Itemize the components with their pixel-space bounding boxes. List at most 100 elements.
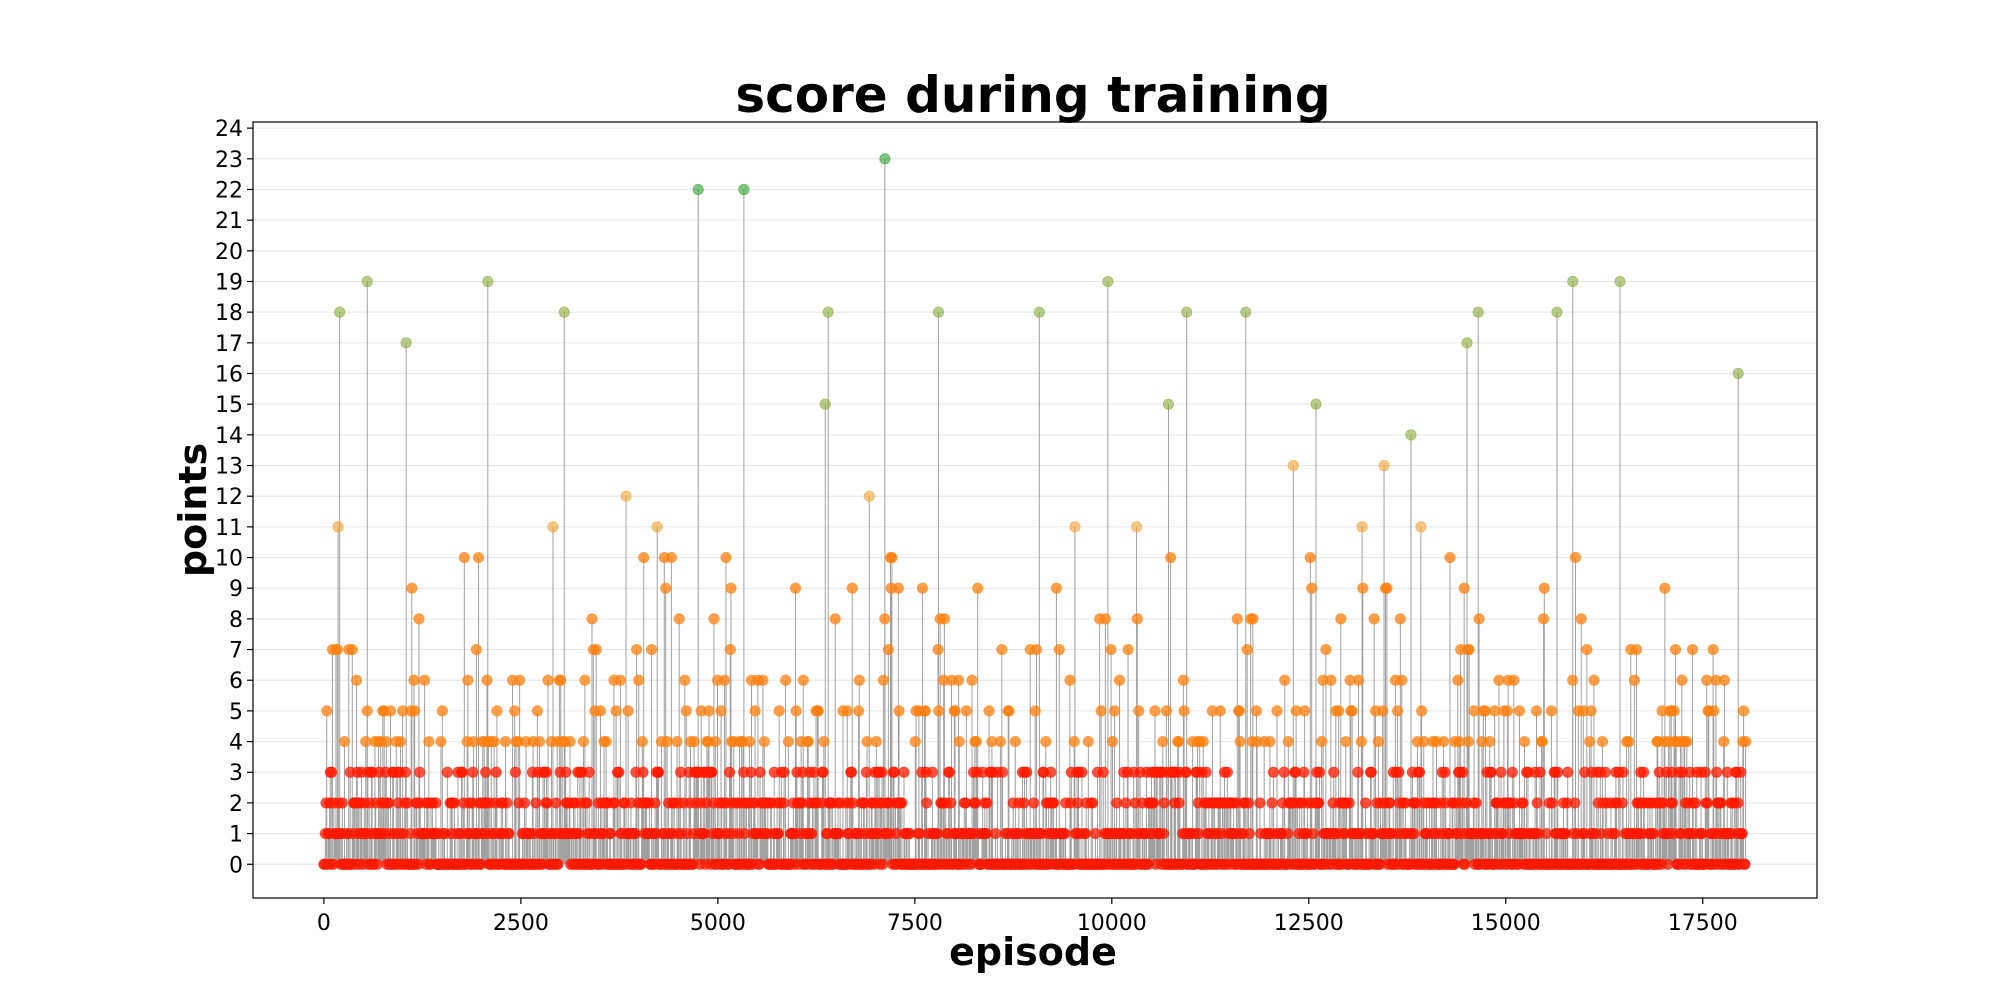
score-point [680, 705, 692, 717]
score-point [949, 705, 961, 717]
score-point [1069, 521, 1081, 533]
score-point [994, 735, 1007, 748]
score-point [896, 797, 908, 809]
score-point [1079, 827, 1092, 840]
score-point [467, 766, 479, 778]
score-point [555, 674, 567, 686]
score-point [981, 797, 993, 809]
score-point [631, 643, 643, 656]
score-point [1562, 766, 1574, 778]
score-point [1588, 674, 1600, 686]
score-point [414, 766, 426, 778]
score-point [845, 766, 858, 778]
score-point [892, 582, 904, 594]
score-point [812, 705, 824, 717]
score-point [1546, 797, 1558, 809]
score-point [1157, 827, 1170, 840]
score-point [1243, 827, 1255, 840]
score-point [1689, 797, 1701, 809]
score-point [1384, 797, 1396, 809]
score-point [1473, 613, 1485, 625]
score-point [916, 582, 929, 594]
score-point [1009, 735, 1021, 748]
score-point [1732, 797, 1744, 809]
score-point [1102, 275, 1114, 288]
score-point [1214, 705, 1226, 717]
score-point [409, 705, 421, 717]
score-point [1617, 766, 1629, 778]
score-point [361, 705, 373, 717]
score-point [1320, 643, 1332, 656]
score-point [479, 766, 492, 778]
score-point [509, 766, 521, 778]
score-point [1584, 735, 1596, 748]
score-point [1536, 735, 1548, 748]
score-point [723, 766, 736, 778]
y-tick-label: 15 [215, 393, 243, 418]
score-point [1616, 797, 1628, 809]
score-point [790, 705, 802, 717]
score-point [1368, 613, 1380, 625]
score-point [331, 643, 343, 656]
score-point [408, 674, 420, 686]
score-point [1328, 766, 1340, 778]
score-point [1567, 674, 1579, 686]
score-point [1147, 797, 1160, 809]
score-point [1243, 797, 1255, 809]
score-point [620, 490, 632, 502]
score-point [550, 797, 562, 809]
score-point [518, 797, 531, 809]
score-point [952, 674, 965, 686]
score-point [909, 735, 921, 748]
point-layer [318, 153, 1752, 870]
score-point [1343, 797, 1355, 809]
score-point [779, 674, 792, 686]
score-point [514, 674, 526, 686]
score-point [321, 705, 333, 717]
score-point [1233, 705, 1245, 717]
y-tick-label: 23 [215, 148, 243, 173]
score-point [456, 766, 468, 778]
score-point [394, 735, 407, 748]
x-axis-label: episode [949, 930, 1117, 974]
score-point [938, 613, 950, 625]
score-point [613, 766, 625, 778]
score-point [1352, 766, 1364, 778]
score-point [1200, 766, 1212, 778]
score-point [1313, 766, 1326, 778]
score-point [594, 705, 607, 717]
y-tick-label: 0 [229, 853, 243, 878]
score-point [638, 551, 650, 564]
y-tick-label: 13 [215, 455, 243, 480]
score-point [797, 674, 809, 686]
score-point [1356, 521, 1368, 533]
score-point [1030, 643, 1043, 656]
score-point [1551, 306, 1563, 318]
score-point [1439, 766, 1451, 778]
score-point [1287, 459, 1299, 472]
score-point [888, 766, 900, 778]
score-point [1310, 398, 1322, 410]
score-point [725, 582, 737, 594]
score-point [1352, 674, 1365, 686]
score-point [1068, 735, 1080, 748]
score-point [772, 827, 785, 840]
score-point [782, 735, 794, 748]
score-point [1231, 613, 1243, 625]
score-point [1059, 827, 1071, 840]
score-point [919, 705, 931, 717]
score-point [1158, 797, 1170, 809]
y-tick-label: 11 [215, 516, 243, 541]
score-point [1485, 766, 1497, 778]
score-point [660, 582, 672, 594]
score-point [1457, 766, 1469, 778]
score-point [932, 306, 945, 318]
score-point [1099, 613, 1111, 625]
y-tick-label: 3 [229, 761, 243, 786]
score-point [1346, 705, 1358, 717]
score-point [583, 766, 595, 778]
chart-title: score during training [735, 66, 1330, 124]
score-point [552, 858, 564, 870]
score-point [430, 797, 442, 809]
